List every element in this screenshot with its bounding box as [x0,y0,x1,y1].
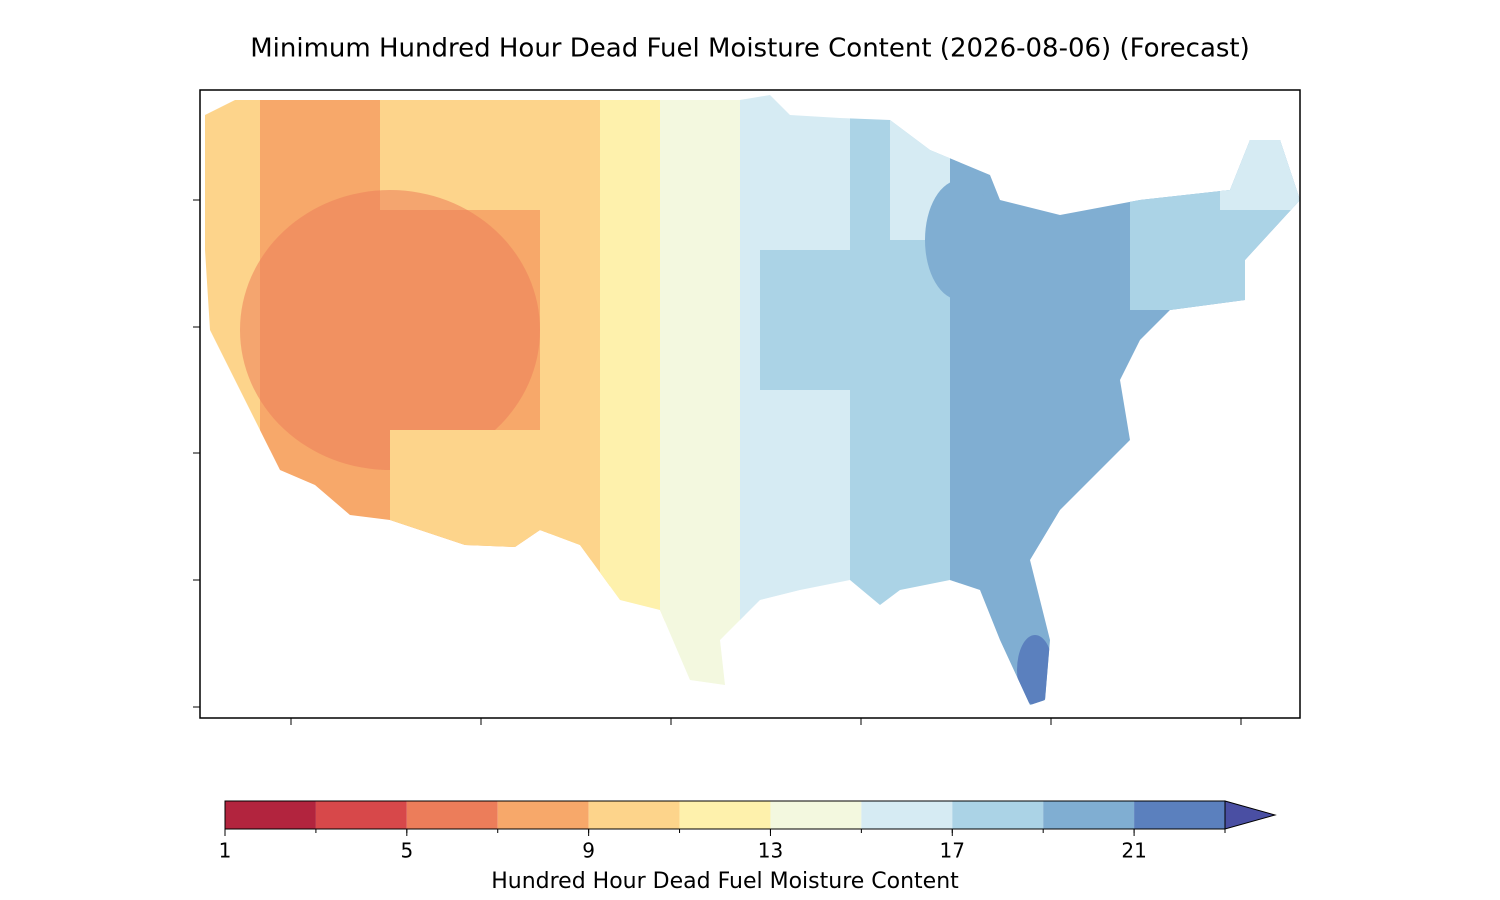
colorbar-segment [770,801,862,829]
colorbar-extend [1224,800,1277,830]
colorbar-segment [315,801,407,829]
colorbar-segment [861,801,953,829]
map-frame [199,89,1301,719]
colorbar-label: Hundred Hour Dead Fuel Moisture Content [491,869,959,894]
colorbar-segment [225,801,316,829]
colorbar-tick-label: 5 [400,839,413,863]
title: Minimum Hundred Hour Dead Fuel Moisture … [250,34,1250,64]
colorbar-segment [406,801,498,829]
colorbar: 1 5 9 13 17 21 [219,800,1277,863]
colorbar-segment [679,801,771,829]
colorbar-frame [224,800,1226,830]
colorbar-segment [1134,801,1225,829]
colorbar-tick-label: 17 [940,839,965,863]
colorbar-segment [497,801,589,829]
map-fill [205,95,1300,705]
colorbar-tick-label: 13 [758,839,783,863]
colorbar-segment [588,801,680,829]
axis-ticks [193,199,1242,725]
colorbar-tick-label: 9 [582,839,595,863]
colorbar-segment [1043,801,1135,829]
colorbar-segment [952,801,1044,829]
colorbar-tick-label: 1 [219,839,232,863]
colorbar-tick-label: 21 [1121,839,1146,863]
